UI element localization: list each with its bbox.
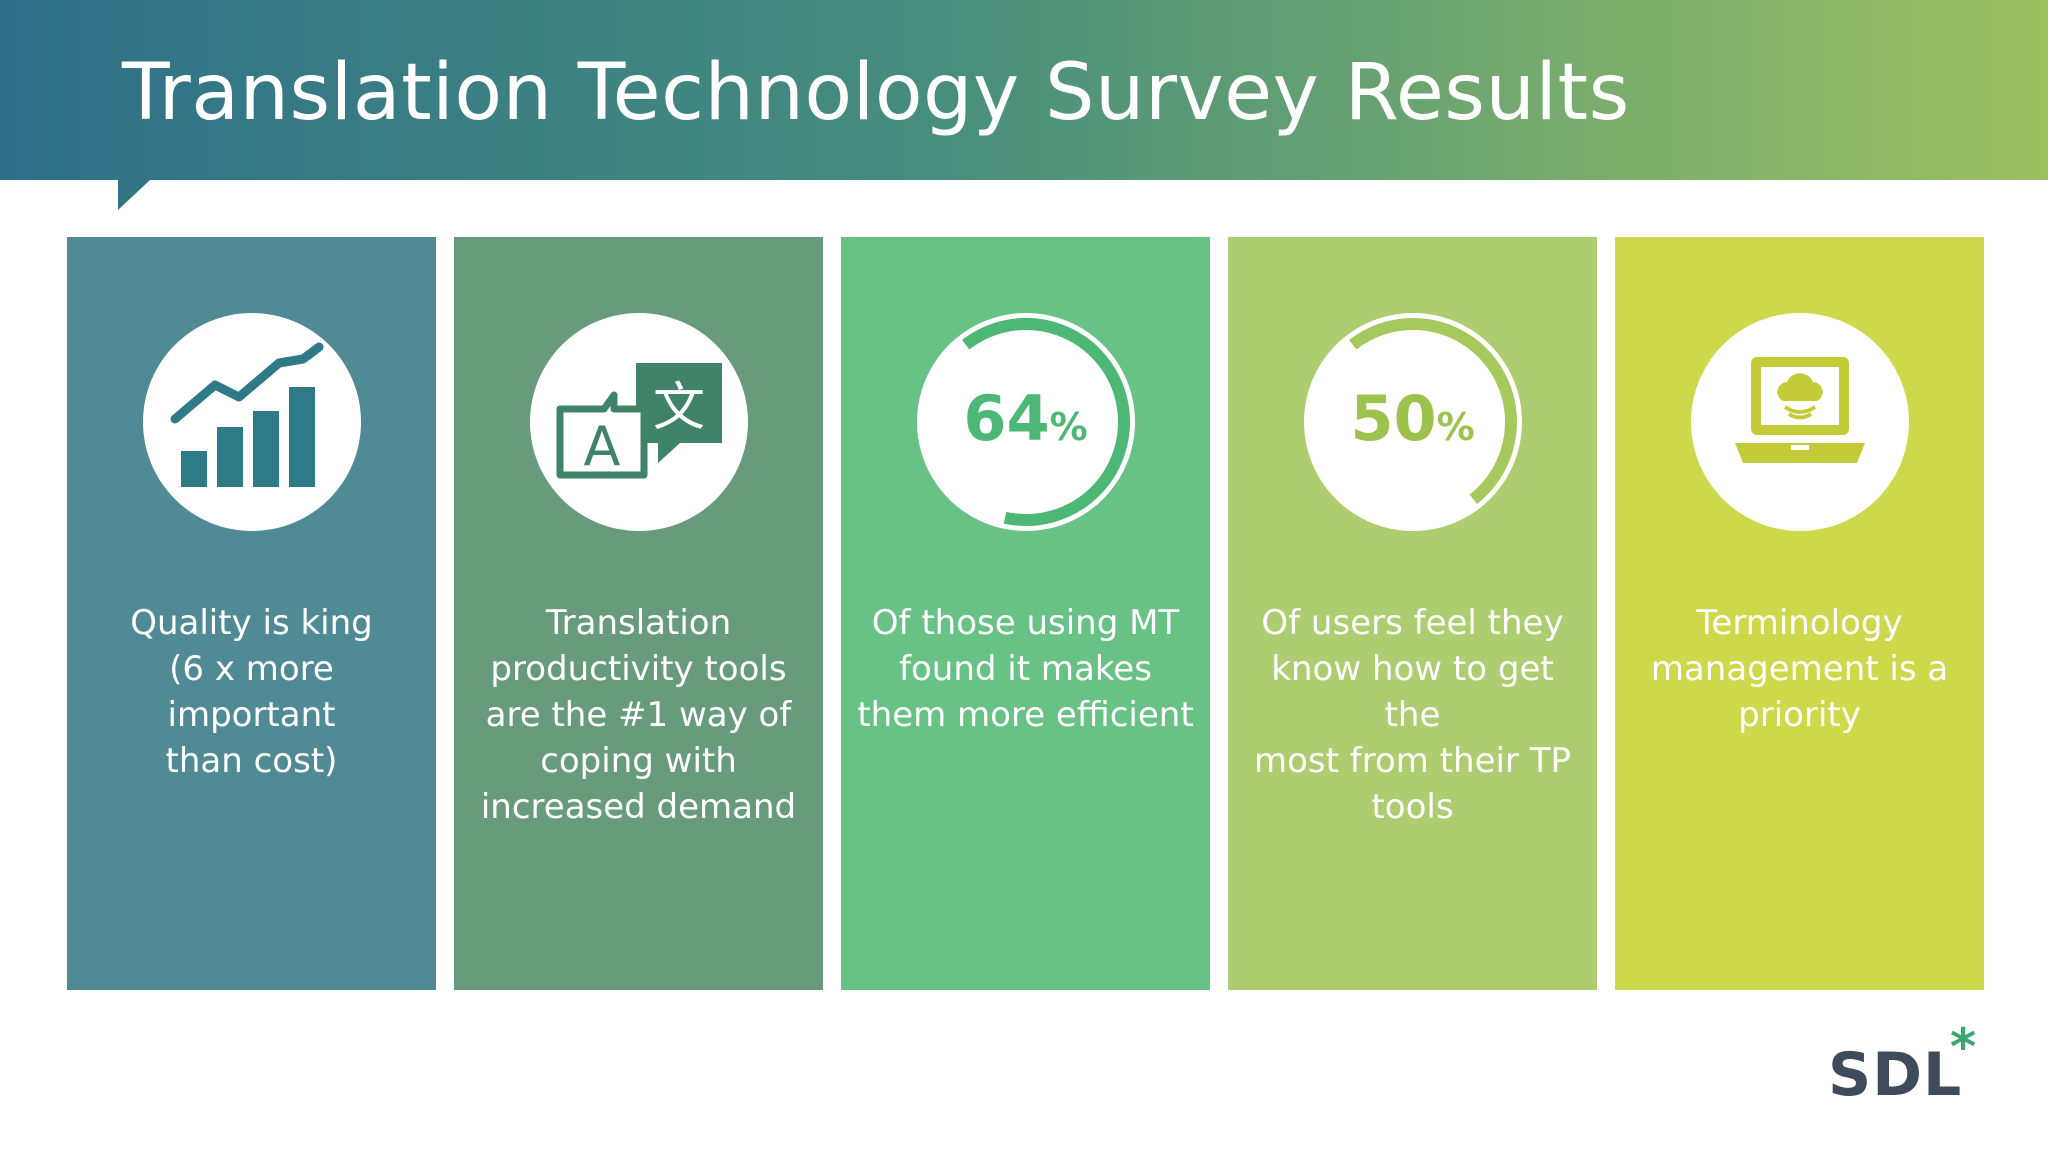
svg-text:A: A (583, 415, 620, 478)
sdl-logo: SDL * (1828, 1022, 1988, 1110)
stat-percentage: 64% (917, 383, 1135, 463)
laptop-cloud-icon (1734, 357, 1865, 463)
header-banner (0, 0, 2048, 215)
gauge-circle: 50% (1303, 313, 1522, 531)
card-tp-tools: 50% Of users feel they know how to get t… (1228, 237, 1597, 990)
stat-unit: % (1049, 405, 1088, 449)
gauge-icon (1348, 318, 1517, 504)
gauge-icon (961, 318, 1130, 526)
stat-unit: % (1436, 405, 1475, 449)
icon-circle (142, 313, 361, 531)
card-productivity-tools: 文 A Translation productivity tools are t… (454, 237, 823, 990)
card-terminology: Terminology management is a priority (1615, 237, 1984, 990)
card-description: Terminology management is a priority (1650, 603, 1949, 735)
stat-percentage: 50% (1304, 383, 1522, 463)
page-title: Translation Technology Survey Results (122, 48, 1630, 138)
logo-star: * (1950, 1018, 1977, 1076)
stat-value: 64 (963, 382, 1050, 455)
card-description: Of those using MT found it makes them mo… (857, 603, 1194, 735)
gauge-circle: 64% (916, 313, 1135, 531)
bar-chart-trend-icon (170, 342, 323, 487)
stat-value: 50 (1350, 382, 1437, 455)
logo-text: SDL (1828, 1040, 1963, 1110)
card-description: Of users feel they know how to get the m… (1253, 603, 1571, 827)
svg-text:文: 文 (652, 378, 704, 438)
card-description: Quality is king (6 x more important than… (130, 603, 373, 781)
card-description: Translation productivity tools are the #… (480, 603, 797, 827)
translate-icon: 文 A (556, 363, 722, 479)
icon-circle: 文 A (529, 313, 748, 531)
card-mt-efficiency: 64% Of those using MT found it makes the… (841, 237, 1210, 990)
card-quality: Quality is king (6 x more important than… (67, 237, 436, 990)
icon-circle (1690, 313, 1909, 531)
